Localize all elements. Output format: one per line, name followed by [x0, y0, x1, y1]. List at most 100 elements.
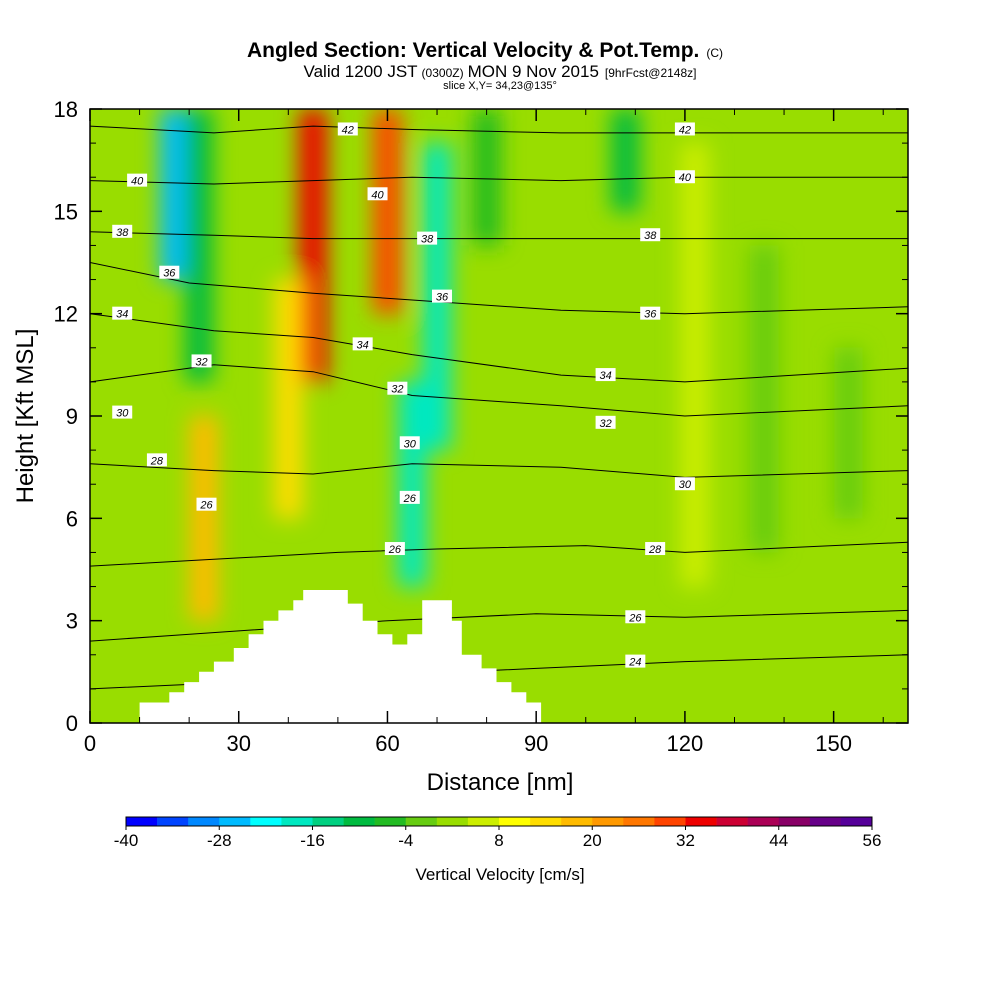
colorbar-swatch	[343, 817, 375, 826]
velocity-field	[160, 109, 863, 621]
svg-text:32: 32	[195, 356, 207, 368]
svg-text:32: 32	[599, 418, 611, 430]
contour-label: 38	[640, 228, 661, 242]
svg-text:26: 26	[199, 500, 213, 512]
velocity-feature	[611, 109, 640, 212]
contour-label: 42	[337, 122, 358, 136]
colorbar-swatch	[126, 817, 158, 826]
svg-text:26: 26	[403, 493, 417, 505]
velocity-feature	[472, 109, 501, 246]
colorbar-swatch	[747, 817, 780, 826]
contour-label: 36	[159, 265, 180, 280]
contour-label: 36	[431, 289, 452, 304]
contour-label: 24	[625, 654, 646, 669]
colorbar-swatch	[530, 817, 562, 826]
svg-text:30: 30	[116, 408, 129, 420]
svg-text:38: 38	[644, 230, 657, 242]
x-axis: 0 30 60 90 120 150	[84, 109, 884, 756]
svg-text:42: 42	[342, 124, 354, 136]
colorbar-tick-label: 8	[494, 831, 503, 850]
isentrope-34	[90, 313, 908, 383]
colorbar-swatch	[499, 817, 531, 826]
colorbar-tick-label: 20	[583, 831, 602, 850]
contour-label: 28	[645, 542, 666, 556]
svg-text:24: 24	[628, 657, 641, 669]
colorbar-swatch	[250, 817, 282, 826]
plot-area: 40 38 36 34 32 30 28 26 42 40 38 36 34 32 30 26 26 42 40 38…	[90, 109, 908, 723]
colorbar-swatch	[623, 817, 655, 826]
contour-label: 40	[127, 173, 148, 188]
svg-text:40: 40	[371, 189, 384, 201]
svg-text:34: 34	[599, 370, 611, 382]
y-tick-label: 18	[54, 97, 78, 122]
colorbar-tick-label: -4	[398, 831, 413, 850]
x-tick-label: 0	[84, 731, 96, 756]
colorbar-swatch	[840, 817, 873, 826]
velocity-feature	[274, 279, 303, 519]
svg-text:40: 40	[679, 172, 692, 184]
contour-label: 40	[367, 187, 388, 201]
svg-text:38: 38	[116, 227, 129, 239]
colorbar-swatch	[592, 817, 624, 826]
velocity-feature	[299, 109, 328, 382]
colorbar-swatch	[561, 817, 593, 826]
colorbar-tick-label: 44	[769, 831, 788, 850]
colorbar-tick-label: 56	[863, 831, 882, 850]
contour-label: 34	[352, 337, 373, 351]
contour-label: 40	[674, 170, 695, 184]
svg-text:36: 36	[436, 292, 449, 304]
contour-label: 34	[112, 306, 133, 321]
svg-text:40: 40	[131, 176, 144, 188]
svg-text:28: 28	[648, 544, 662, 556]
y-tick-label: 0	[66, 711, 78, 736]
velocity-feature	[834, 347, 863, 519]
svg-text:26: 26	[628, 612, 642, 624]
contour-label: 26	[196, 497, 217, 512]
contour-label: 32	[191, 354, 212, 368]
colorbar-swatch	[312, 817, 344, 826]
isentrope-38	[90, 231, 908, 240]
valid-time: Valid 1200 JST (0300Z) MON 9 Nov 2015 [9hrF…	[304, 62, 697, 81]
y-tick-label: 6	[66, 506, 78, 531]
colorbar-tick-label: -28	[207, 831, 232, 850]
x-axis-label: Distance [nm]	[427, 769, 574, 796]
y-tick-label: 15	[54, 199, 78, 224]
contour-label: 26	[384, 542, 405, 556]
isentrope-26	[90, 609, 908, 642]
svg-text:38: 38	[421, 234, 434, 246]
contour-label: 38	[112, 224, 133, 239]
svg-text:34: 34	[116, 309, 128, 321]
y-axis-label: Height [Kft MSL]	[12, 329, 39, 504]
contour-label: 30	[674, 477, 695, 491]
contour-label: 32	[387, 381, 408, 396]
colorbar-swatch	[157, 817, 189, 826]
x-tick-label: 60	[375, 731, 399, 756]
colorbar-swatch	[436, 817, 469, 826]
velocity-feature	[750, 245, 779, 553]
colorbar-tick-label: -16	[300, 831, 325, 850]
contour-label: 38	[417, 231, 438, 246]
colorbar: -40 -28 -16 -4 8 20 32 44 56	[114, 816, 882, 850]
velocity-feature	[185, 109, 214, 382]
contour-label: 36	[640, 306, 661, 321]
svg-text:34: 34	[357, 339, 369, 351]
contour-label: 42	[674, 122, 695, 136]
velocity-feature	[680, 143, 709, 587]
colorbar-swatch	[219, 817, 251, 826]
y-tick-label: 9	[66, 404, 78, 429]
chart-title: Angled Section: Vertical Velocity & Pot.…	[247, 39, 723, 62]
colorbar-swatch	[374, 817, 407, 826]
terrain	[139, 590, 542, 723]
colorbar-swatch	[405, 817, 438, 826]
contour-label: 32	[595, 415, 616, 430]
contour-labels: 40 38 36 34 32 30 28 26 42 40 38 36 34 32 30 26 26 42 40 38…	[112, 122, 695, 669]
y-tick-label: 3	[66, 609, 78, 634]
contour-label: 30	[112, 405, 133, 420]
colorbar-tick-label: -40	[114, 831, 139, 850]
y-tick-label: 12	[54, 302, 78, 327]
colorbar-swatch	[685, 817, 717, 826]
contour-label: 34	[595, 368, 616, 382]
x-tick-label: 120	[667, 731, 704, 756]
